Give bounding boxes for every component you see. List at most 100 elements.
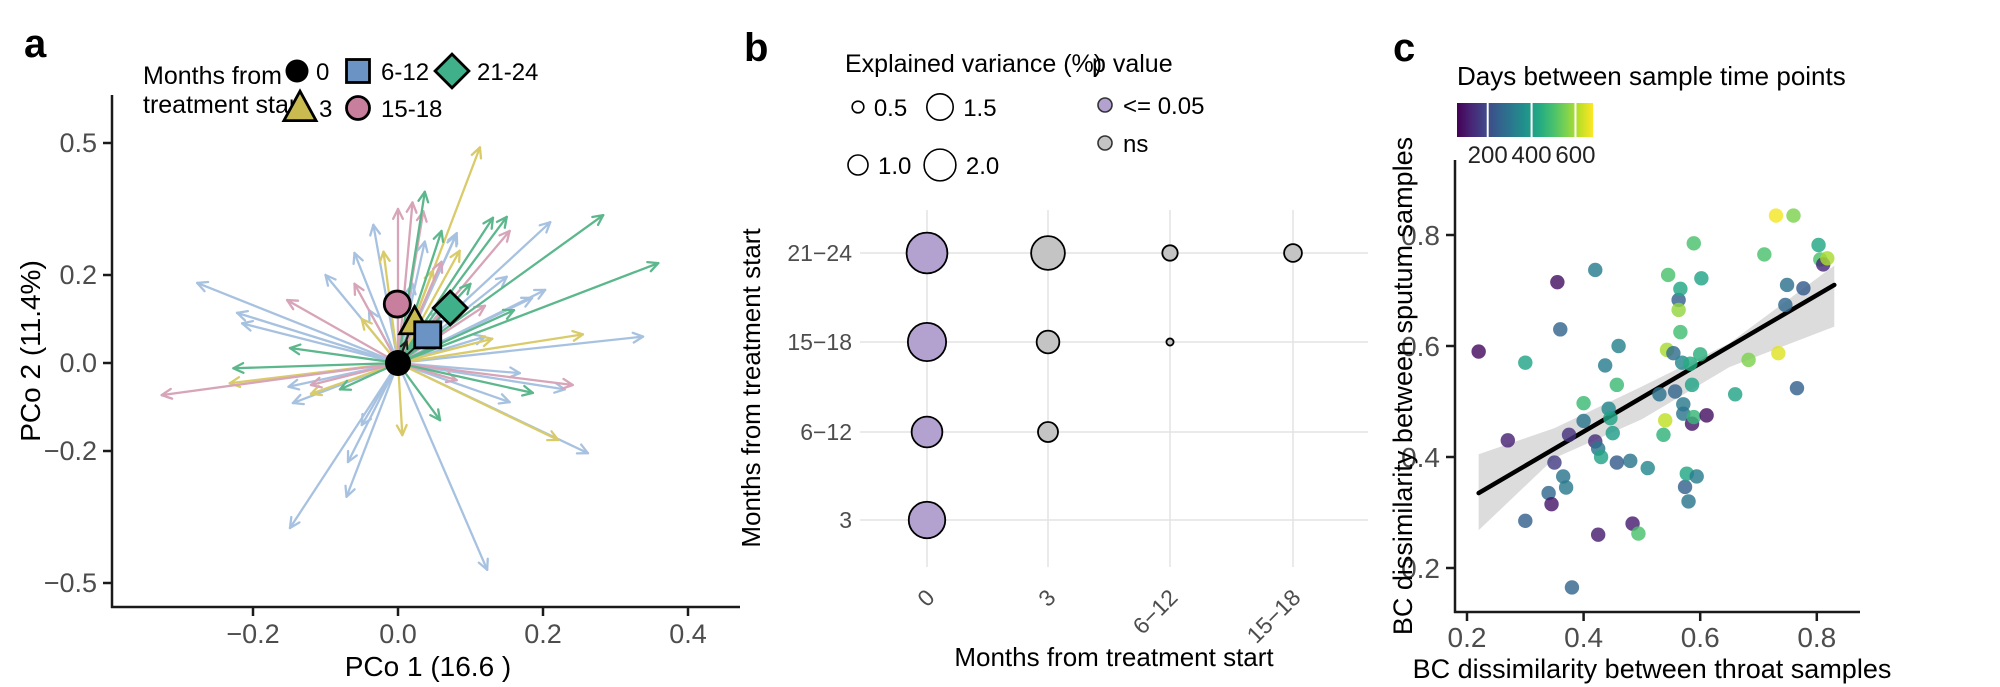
arrow-head	[346, 454, 358, 464]
arrow-head	[561, 383, 574, 390]
scatter-point	[1544, 496, 1559, 512]
legend-key-21-24	[433, 52, 471, 90]
variance-bubble	[1037, 421, 1059, 443]
scatter-point	[1547, 455, 1562, 470]
arrow-head	[160, 393, 174, 400]
pcoa-arrow-6-12	[396, 331, 645, 365]
arrow-head	[562, 377, 574, 387]
arrow-head	[478, 304, 487, 317]
arrow-shaft	[196, 281, 400, 365]
arrow-head	[288, 346, 301, 356]
y-tick-label: 15−18	[787, 329, 852, 355]
legend-title-line2: treatment start	[143, 91, 304, 119]
scatter-point	[1778, 297, 1793, 313]
arrow-head	[405, 340, 409, 350]
arrow-shaft	[396, 335, 645, 365]
arrow-head	[160, 387, 172, 397]
arrow-shaft	[353, 282, 400, 365]
y-tick-label: 0.5	[59, 128, 97, 158]
size-legend-title: Explained variance (%)	[845, 50, 1102, 78]
centroids	[382, 289, 470, 376]
arrow-head	[497, 401, 511, 405]
scatter-point	[1693, 347, 1708, 362]
arrow-head	[232, 367, 245, 374]
arrow-head	[523, 384, 534, 395]
arrow-head	[345, 488, 356, 498]
arrow-head	[360, 412, 364, 427]
arrow-head	[444, 379, 458, 384]
arrow-head	[240, 322, 252, 332]
arrow-head	[288, 343, 302, 350]
pcoa-arrow-6-12	[235, 309, 400, 365]
arrow-head	[401, 423, 408, 437]
scatter-point	[1576, 413, 1591, 429]
size-legend-key	[923, 148, 957, 182]
pcoa-arrow-21-24	[396, 308, 516, 365]
scatter-point	[1741, 352, 1756, 368]
y-axis-title: BC dissimilarity between sputum samples	[1390, 137, 1418, 635]
arrow-head	[338, 379, 349, 391]
y-tick-label: −0.2	[44, 436, 97, 466]
y-tick-label: 21−24	[787, 240, 852, 266]
legend-key-15-18	[345, 95, 371, 121]
arrow-head	[372, 223, 382, 235]
arrow-head	[416, 240, 426, 252]
panel-a-letter: a	[24, 22, 47, 66]
arrow-shaft	[396, 309, 516, 365]
size-legend-label: 1.5	[963, 95, 996, 122]
scatter-point	[1576, 395, 1591, 411]
scatter-point	[1667, 384, 1683, 399]
scatter-point	[1686, 409, 1701, 425]
scatter-point	[1550, 274, 1565, 290]
arrow-head	[432, 229, 443, 240]
arrow-head	[482, 337, 494, 348]
arrow-shaft	[285, 298, 400, 365]
pcoa-arrow-3	[396, 335, 494, 365]
y-tick-label: 0.8	[1401, 220, 1440, 251]
arrow-head	[309, 392, 324, 397]
x-tick-label: 0.4	[669, 619, 707, 649]
arrow-shaft	[232, 361, 400, 370]
arrow-shaft	[396, 361, 560, 442]
arrow-head	[498, 229, 511, 237]
size-legend-key	[851, 100, 865, 114]
scatter-point	[1694, 271, 1709, 286]
pcoa-arrow-15-18	[309, 361, 400, 389]
arrow-head	[509, 366, 521, 375]
arrow-head	[478, 146, 483, 160]
variance-bubble	[907, 500, 947, 540]
arrow-head	[288, 515, 293, 530]
arrow-head	[505, 229, 511, 243]
x-tick-label: 0.4	[1564, 622, 1603, 653]
size-legend-key	[847, 154, 869, 176]
scatter-point	[1623, 453, 1638, 469]
pcoa-arrow-15-18	[396, 201, 418, 365]
scatter-point	[1597, 358, 1613, 373]
arrow-head	[477, 561, 489, 571]
scatter-point	[1605, 425, 1620, 441]
variance-bubble	[905, 231, 949, 275]
arrow-head	[466, 282, 472, 296]
legend-label: 21-24	[477, 59, 538, 86]
arrow-head	[344, 484, 348, 498]
arrow-head	[196, 281, 206, 293]
arrow-head	[503, 215, 508, 229]
arrow-head	[411, 201, 418, 214]
centroid-21-24	[431, 289, 470, 327]
x-tick-label: 0.6	[1681, 622, 1720, 653]
legend-label: 6-12	[381, 59, 429, 86]
x-tick-label: 0.8	[1797, 622, 1836, 653]
y-tick-label: 6−12	[800, 419, 852, 445]
x-tick-label: 0.0	[379, 619, 417, 649]
scatter-point	[1671, 302, 1686, 318]
arrow-head	[287, 385, 301, 391]
arrow-head	[423, 240, 429, 254]
arrow-head	[500, 275, 508, 288]
pcoa-vector-plot: −0.2 0.0 0.2 0.4 0.5 0.2 0.0 −0.2 −0.5 PCo 1 (16.…	[15, 52, 740, 682]
x-tick-label: −0.2	[226, 619, 279, 649]
scatter-point	[1789, 380, 1805, 396]
pcoa-arrow-3	[396, 329, 585, 365]
scatter-point	[1561, 427, 1577, 442]
variance-bubble	[1035, 329, 1061, 355]
